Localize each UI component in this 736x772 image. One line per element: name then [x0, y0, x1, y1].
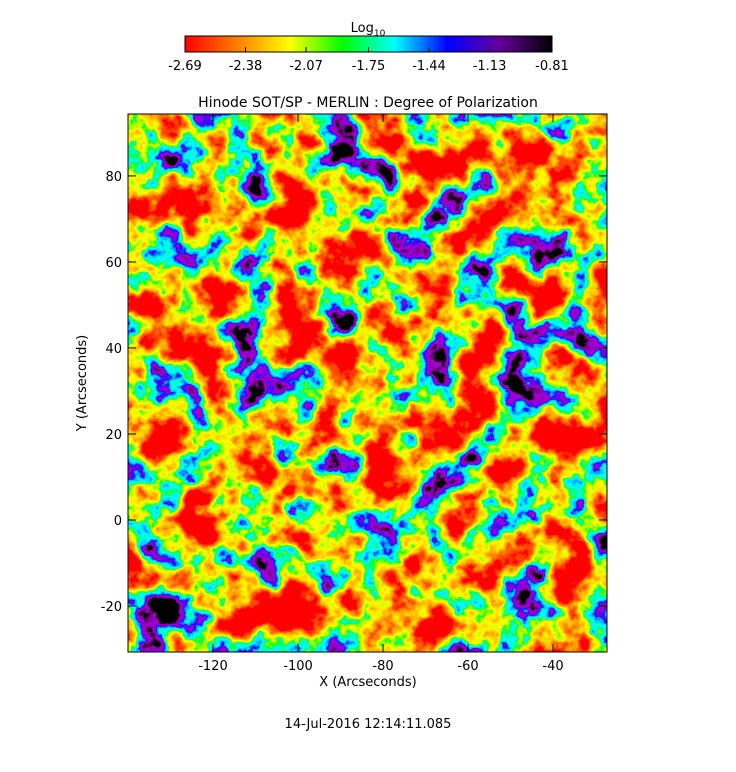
colorbar-tick-label: -2.07 — [289, 59, 323, 74]
chart-title: Hinode SOT/SP - MERLIN : Degree of Polar… — [198, 95, 538, 111]
colorbar-tick-label: -1.75 — [352, 59, 386, 74]
colorbar-tick-label: -1.44 — [412, 59, 446, 74]
y-tick-label: -20 — [101, 600, 122, 615]
x-tick-label: -40 — [542, 659, 563, 674]
x-tick-label: -60 — [457, 659, 478, 674]
colorbar-tick-label: -2.38 — [229, 59, 263, 74]
y-tick-label: 80 — [105, 170, 122, 185]
polarization-map — [128, 114, 607, 652]
colorbar-tick-label: -1.13 — [473, 59, 507, 74]
plot-frame — [127, 113, 608, 653]
y-tick-label: 40 — [105, 342, 122, 357]
footer-timestamp: 14-Jul-2016 12:14:11.085 — [285, 717, 452, 732]
colorbar-label: Log10 — [351, 21, 386, 39]
colorbar-label-base: Log — [351, 21, 374, 36]
x-tick-label: -80 — [372, 659, 393, 674]
x-axis-label: X (Arcseconds) — [319, 675, 416, 690]
y-axis-label: Y (Arcseconds) — [75, 335, 90, 432]
colorbar-tick-label: -0.81 — [535, 59, 569, 74]
y-tick-label: 20 — [105, 428, 122, 443]
colorbar-label-sub: 10 — [374, 29, 386, 39]
y-tick-label: 60 — [105, 256, 122, 271]
colorbar-tick-label: -2.69 — [168, 59, 202, 74]
y-tick-label: 0 — [114, 514, 122, 529]
x-tick-label: -100 — [283, 659, 313, 674]
x-tick-label: -120 — [198, 659, 228, 674]
